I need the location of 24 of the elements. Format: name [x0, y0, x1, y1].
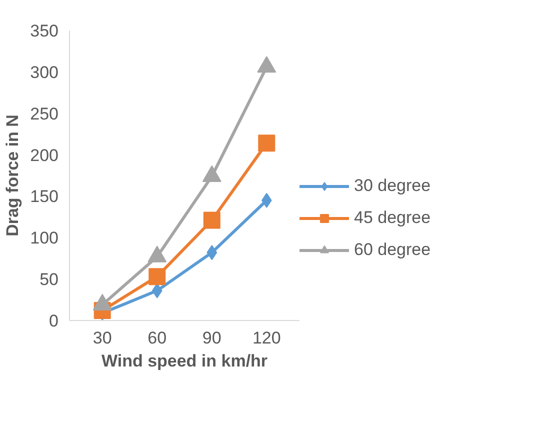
- point: [261, 192, 272, 208]
- y-tick-label: 150: [30, 187, 59, 206]
- point: [148, 268, 166, 286]
- x-tick-label: 90: [202, 328, 222, 348]
- point: [257, 56, 276, 73]
- y-tick-label: 350: [30, 22, 59, 40]
- legend-label: 30 degree: [354, 176, 431, 196]
- x-axis-title: Wind speed in km/hr: [101, 352, 268, 370]
- legend-label: 60 degree: [354, 240, 431, 260]
- x-tick-label: 60: [148, 328, 167, 348]
- y-axis-title: Drag force in N: [3, 114, 22, 236]
- y-tick-label: 100: [30, 228, 59, 248]
- y-tick-label: 50: [40, 270, 59, 290]
- legend-label: 45 degree: [354, 208, 431, 228]
- y-tick-label: 200: [30, 146, 59, 165]
- y-tick-label: 300: [30, 62, 59, 82]
- point: [206, 245, 218, 260]
- point: [152, 283, 162, 298]
- x-tick-label: 120: [252, 328, 281, 348]
- y-tick-label: 0: [49, 312, 59, 330]
- x-tick-label: 30: [92, 328, 112, 348]
- point: [258, 134, 276, 152]
- y-tick-label: 250: [30, 104, 59, 124]
- point: [203, 212, 220, 229]
